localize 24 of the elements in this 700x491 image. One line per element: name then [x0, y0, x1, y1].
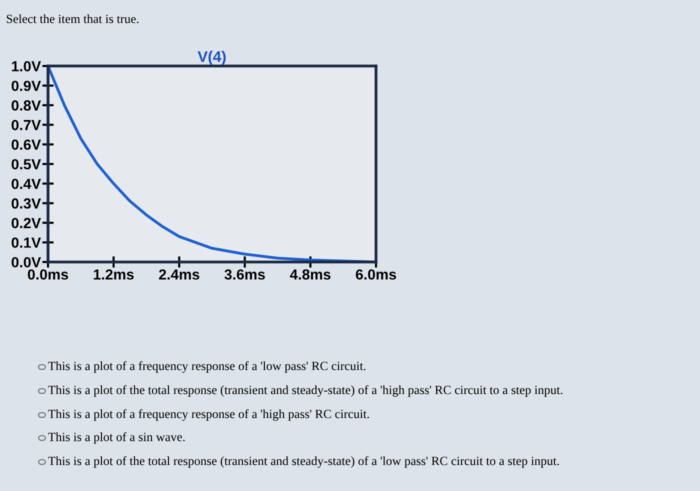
chart-title: V(4): [198, 50, 226, 66]
y-tick-label: 0.5V: [12, 159, 41, 170]
y-tick-label: 0.0V: [12, 257, 41, 268]
x-tick-label: 4.8ms: [290, 269, 330, 280]
y-tick-label: 0.2V: [12, 218, 41, 228]
y-tick-label: 0.9V: [12, 80, 41, 92]
text: Select the item that is true.: [6, 14, 138, 24]
x-tick-label: 1.2ms: [94, 269, 134, 280]
text: This is a plot of a frequency response of a 'high pass' RC circuit.: [48, 409, 369, 421]
text: This is a plot of a frequency response of a 'low pass' RC circuit.: [48, 361, 366, 373]
y-tick-label: 0.8V: [12, 100, 41, 111]
y-tick-label: 0.1V: [12, 238, 41, 248]
y-tick-label: 0.3V: [12, 198, 41, 209]
text: This is a plot of the total response (transient and steady-state) of a 'low pass' RC circuit to a step input.: [48, 456, 559, 468]
x-tick-label: 6.0ms: [356, 269, 396, 280]
text: This is a plot of a sin wave.: [48, 432, 185, 444]
x-tick-label: 0.0ms: [28, 269, 68, 280]
y-tick-label: 0.4V: [12, 178, 41, 190]
y-tick-label: 0.7V: [12, 120, 41, 130]
y-tick-label: 1.0V: [12, 61, 41, 72]
y-tick-label: 0.6V: [12, 140, 41, 150]
x-tick-label: 2.4ms: [159, 269, 200, 280]
x-tick-label: 3.6ms: [224, 269, 265, 280]
text: This is a plot of the total response (transient and steady-state) of a 'high pass' RC circuit to a step input.: [48, 385, 562, 397]
